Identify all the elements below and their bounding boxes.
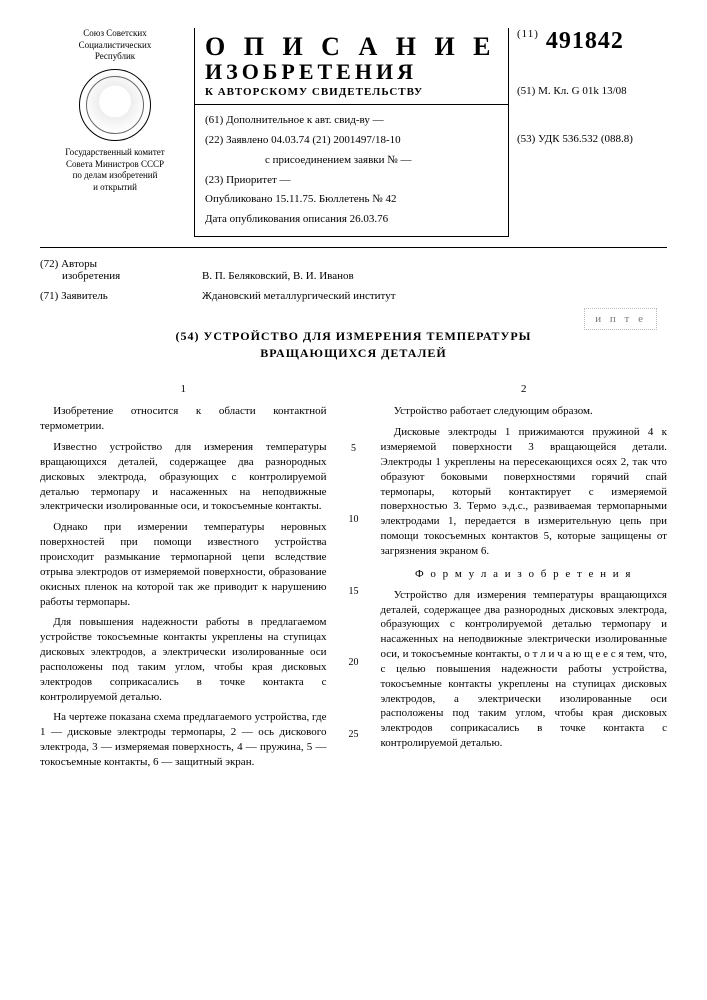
line-number: 5 xyxy=(347,442,361,456)
paragraph: Известно устройство для измерения темпер… xyxy=(40,440,327,514)
paragraph: Изобретение относится к области контактн… xyxy=(40,404,327,434)
issuer-block: Союз Советских Социалистических Республи… xyxy=(40,28,190,194)
paragraph: Однако при измерении температуры неровны… xyxy=(40,520,327,609)
union-name: Союз Советских Социалистических Республи… xyxy=(40,28,190,63)
column-1: 1 Изобретение относится к области контак… xyxy=(40,382,327,776)
paragraph: Устройство работает следующим образом. xyxy=(381,404,668,419)
label-71: (71) Заявитель xyxy=(40,290,190,302)
authors-row: (72) Авторы изобретения В. П. Беляковски… xyxy=(40,258,667,282)
field-22: (22) Заявлено 04.03.74 (21) 2001497/18-1… xyxy=(205,131,498,151)
title-subtitle: К АВТОРСКОМУ СВИДЕТЕЛЬСТВУ xyxy=(205,86,498,98)
paragraph: На чертеже показана схема предлагаемого … xyxy=(40,710,327,769)
line-number: 20 xyxy=(347,656,361,670)
column-number: 2 xyxy=(381,382,668,397)
title-54-line2: ВРАЩАЮЩИХСЯ ДЕТАЛЕЙ xyxy=(40,345,667,362)
invention-title: (54) УСТРОЙСТВО ДЛЯ ИЗМЕРЕНИЯ ТЕМПЕРАТУР… xyxy=(40,328,667,362)
field-23: (23) Приоритет — xyxy=(205,171,498,191)
paragraph: Дисковые электроды 1 прижимаются пружино… xyxy=(381,425,668,559)
applicant-row: (71) Заявитель Ждановский металлургическ… xyxy=(40,290,667,302)
applicant-name: Ждановский металлургический институт xyxy=(190,290,667,302)
line-number: 10 xyxy=(347,513,361,527)
label-72: (72) Авторы xyxy=(40,258,190,270)
main-title: О П И С А Н И Е ИЗОБРЕТЕНИЯ К АВТОРСКОМУ… xyxy=(195,28,508,105)
union-line: Республик xyxy=(40,51,190,63)
title-line-1: О П И С А Н И Е xyxy=(205,34,498,60)
field-53: (53) УДК 536.532 (088.8) xyxy=(517,133,667,145)
field-61: (61) Дополнительное к авт. свид-ву — xyxy=(205,111,498,131)
title-54-line1: (54) УСТРОЙСТВО ДЛЯ ИЗМЕРЕНИЯ ТЕМПЕРАТУР… xyxy=(40,328,667,345)
paragraph: Для повышения надежности работы в предла… xyxy=(40,615,327,704)
coat-of-arms-icon xyxy=(79,69,151,141)
right-codes: (11) 491842 (51) М. Кл. G 01k 13/08 (53)… xyxy=(517,28,667,181)
biblio-fields: (61) Дополнительное к авт. свид-ву — (22… xyxy=(195,105,508,236)
line-number: 15 xyxy=(347,585,361,599)
authors-label: (72) Авторы изобретения xyxy=(40,258,190,282)
line-number-gutter: 5 10 15 20 25 xyxy=(347,382,361,776)
number-label: (11) xyxy=(517,28,539,40)
committee-line: Совета Министров СССР xyxy=(40,159,190,171)
number-value: 491842 xyxy=(546,28,624,54)
label-72b: изобретения xyxy=(40,270,190,282)
page: Союз Советских Социалистических Республи… xyxy=(0,0,707,1000)
library-stamp: и п т е xyxy=(584,308,657,330)
column-number: 1 xyxy=(40,382,327,397)
divider xyxy=(40,247,667,248)
claims-heading: Ф о р м у л а и з о б р е т е н и я xyxy=(381,567,668,582)
paragraph: Устройство для измерения температуры вра… xyxy=(381,588,668,751)
header-row: Союз Советских Социалистических Республи… xyxy=(40,28,667,237)
patent-number: (11) 491842 xyxy=(517,28,667,55)
committee-name: Государственный комитет Совета Министров… xyxy=(40,147,190,194)
line-number: 25 xyxy=(347,728,361,742)
union-line: Социалистических xyxy=(40,40,190,52)
field-attachment: с присоединением заявки № — xyxy=(205,151,498,171)
title-block: О П И С А Н И Е ИЗОБРЕТЕНИЯ К АВТОРСКОМУ… xyxy=(194,28,509,237)
committee-line: Государственный комитет xyxy=(40,147,190,159)
field-pub-date: Дата опубликования описания 26.03.76 xyxy=(205,210,498,230)
column-2: 2 Устройство работает следующим образом.… xyxy=(381,382,668,776)
authors-names: В. П. Беляковский, В. И. Иванов xyxy=(190,258,667,282)
committee-line: и открытий xyxy=(40,182,190,194)
committee-line: по делам изобретений xyxy=(40,170,190,182)
union-line: Союз Советских xyxy=(40,28,190,40)
title-line-2: ИЗОБРЕТЕНИЯ xyxy=(205,60,498,84)
field-51: (51) М. Кл. G 01k 13/08 xyxy=(517,85,667,97)
body-columns: 1 Изобретение относится к области контак… xyxy=(40,382,667,776)
field-published: Опубликовано 15.11.75. Бюллетень № 42 xyxy=(205,190,498,210)
